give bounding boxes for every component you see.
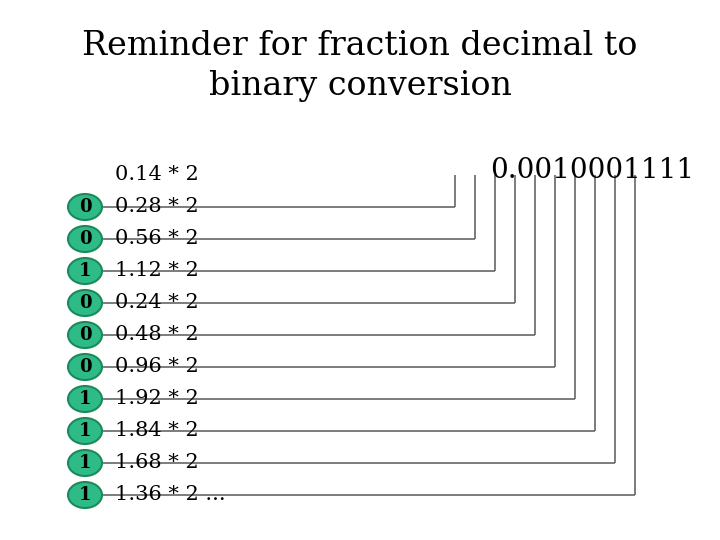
Text: 1.36 * 2 ...: 1.36 * 2 ... [115,485,225,504]
Ellipse shape [68,354,102,380]
Text: 0.96 * 2: 0.96 * 2 [115,357,199,376]
Text: 0: 0 [78,358,91,376]
Text: 0: 0 [78,294,91,312]
Text: 1: 1 [78,390,91,408]
Text: 1.12 * 2: 1.12 * 2 [115,261,199,280]
Text: 1.92 * 2: 1.92 * 2 [115,389,199,408]
Text: 1: 1 [78,454,91,472]
Text: 0.48 * 2: 0.48 * 2 [115,326,199,345]
Text: binary conversion: binary conversion [209,70,511,102]
Text: 0.24 * 2: 0.24 * 2 [115,294,199,313]
Text: 0: 0 [78,230,91,248]
Ellipse shape [68,450,102,476]
Text: 1.84 * 2: 1.84 * 2 [115,422,199,441]
Text: 1: 1 [78,486,91,504]
Ellipse shape [68,482,102,508]
Text: 0: 0 [78,198,91,216]
Text: 0.28 * 2: 0.28 * 2 [115,198,199,217]
Text: 0.0010001111: 0.0010001111 [490,157,694,184]
Text: 0.56 * 2: 0.56 * 2 [115,230,199,248]
Ellipse shape [68,418,102,444]
Text: 1: 1 [78,422,91,440]
Ellipse shape [68,386,102,412]
Ellipse shape [68,194,102,220]
Ellipse shape [68,258,102,284]
Text: 0.14 * 2: 0.14 * 2 [115,165,199,185]
Text: Reminder for fraction decimal to: Reminder for fraction decimal to [82,30,638,62]
Ellipse shape [68,290,102,316]
Ellipse shape [68,322,102,348]
Text: 1: 1 [78,262,91,280]
Text: 0: 0 [78,326,91,344]
Text: 1.68 * 2: 1.68 * 2 [115,454,199,472]
Ellipse shape [68,226,102,252]
